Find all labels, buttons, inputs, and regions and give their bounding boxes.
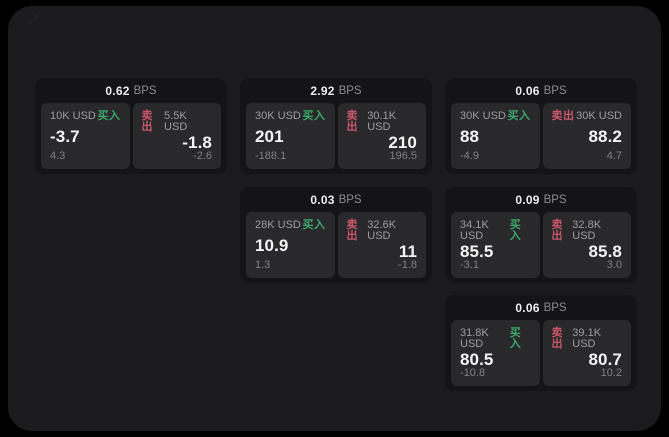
card-body: 31.8K USD 买入 80.5 -10.8 卖出 39.1K USD 80.… [445, 320, 637, 386]
sell-price: 88.2 [588, 127, 622, 146]
sell-size: 39.1K USD [572, 327, 602, 350]
quote-card: 0.62 BPS 10K USD 买入 -3.7 4.3 卖出 5.5K USD… [35, 78, 227, 174]
sell-side-label: 卖出 [346, 110, 358, 133]
sell-pane[interactable]: 卖出 39.1K USD 80.7 10.2 [542, 320, 631, 386]
buy-price: -3.7 [50, 127, 80, 146]
buy-side-label: 买入 [507, 110, 531, 122]
sell-pane[interactable]: 卖出 32.8K USD 85.8 3.0 [542, 212, 631, 278]
buy-pane[interactable]: 34.1K USD 买入 85.5 -3.1 [451, 212, 540, 278]
sell-change: -2.6 [193, 150, 212, 162]
buy-price: 88 [460, 127, 480, 146]
sell-side-label: 卖出 [551, 110, 575, 122]
buy-price: 85.5 [460, 241, 494, 261]
card-header: 0.06 BPS [445, 295, 637, 320]
sell-size: 30K USD [576, 110, 622, 122]
buy-size: 30K USD [460, 110, 506, 122]
buy-price: 80.5 [460, 349, 494, 369]
sell-size: 32.6K USD [367, 219, 397, 242]
bps-unit-label: BPS [338, 193, 362, 206]
expand-icon[interactable]: ⤢ [28, 12, 39, 27]
buy-side-label: 买入 [302, 219, 326, 231]
card-body: 30K USD 买入 88 -4.9 卖出 30K USD 88.2 4.7 [445, 103, 637, 169]
app-panel: ⤢ 0.62 BPS 10K USD 买入 -3.7 4.3 卖出 5.5K U… [8, 6, 661, 431]
sell-side-label: 卖出 [141, 110, 153, 133]
card-header: 0.62 BPS [35, 78, 227, 103]
quote-card: 0.06 BPS 30K USD 买入 88 -4.9 卖出 30K USD 8… [445, 78, 637, 174]
buy-pane[interactable]: 28K USD 买入 10.9 1.3 [246, 212, 335, 278]
sell-size: 5.5K USD [164, 110, 188, 133]
buy-pane[interactable]: 30K USD 买入 88 -4.9 [451, 103, 540, 169]
buy-side-label: 买入 [509, 219, 522, 242]
sell-pane[interactable]: 卖出 30K USD 88.2 4.7 [542, 103, 631, 169]
bps-unit-label: BPS [338, 84, 362, 97]
sell-pane[interactable]: 卖出 32.6K USD 11 -1.8 [337, 212, 426, 278]
buy-price: 201 [255, 127, 284, 146]
quote-card: 2.92 BPS 30K USD 买入 201 -188.1 卖出 30.1K … [240, 78, 432, 174]
sell-change: -1.8 [398, 259, 417, 271]
buy-price: 10.9 [255, 236, 289, 255]
quote-card: 0.03 BPS 28K USD 买入 10.9 1.3 卖出 32.6K US… [240, 187, 432, 283]
quote-card: 0.09 BPS 34.1K USD 买入 85.5 -3.1 卖出 32.8K… [445, 187, 637, 283]
bps-unit-label: BPS [543, 193, 567, 206]
sell-price: 85.8 [588, 241, 622, 261]
sell-price: 80.7 [588, 349, 622, 369]
sell-size: 30.1K USD [367, 110, 397, 133]
buy-size: 28K USD [255, 219, 301, 231]
buy-change: -10.8 [460, 367, 486, 379]
card-header: 0.09 BPS [445, 187, 637, 212]
buy-change: -3.1 [460, 259, 479, 271]
card-body: 30K USD 买入 201 -188.1 卖出 30.1K USD 210 1… [240, 103, 432, 169]
card-body: 34.1K USD 买入 85.5 -3.1 卖出 32.8K USD 85.8… [445, 212, 637, 278]
bps-value: 0.06 [515, 83, 540, 98]
bps-unit-label: BPS [543, 84, 567, 97]
buy-side-label: 买入 [97, 110, 121, 122]
buy-pane[interactable]: 31.8K USD 买入 80.5 -10.8 [451, 320, 540, 386]
bps-value: 0.62 [105, 83, 130, 98]
sell-change: 196.5 [389, 150, 417, 162]
bps-value: 0.06 [515, 300, 540, 315]
sell-side-label: 卖出 [346, 219, 358, 242]
buy-pane[interactable]: 10K USD 买入 -3.7 4.3 [41, 103, 130, 169]
sell-change: 10.2 [600, 367, 622, 379]
bps-value: 2.92 [310, 83, 335, 98]
sell-price: 11 [398, 241, 417, 261]
buy-pane[interactable]: 30K USD 买入 201 -188.1 [246, 103, 335, 169]
buy-side-label: 买入 [302, 110, 326, 122]
buy-size: 34.1K USD [460, 219, 489, 242]
card-body: 28K USD 买入 10.9 1.3 卖出 32.6K USD 11 -1.8 [240, 212, 432, 278]
sell-change: 3.0 [606, 259, 622, 271]
buy-side-label: 买入 [509, 327, 522, 350]
buy-size: 31.8K USD [460, 327, 489, 350]
card-header: 0.06 BPS [445, 78, 637, 103]
sell-pane[interactable]: 卖出 30.1K USD 210 196.5 [337, 103, 426, 169]
card-header: 2.92 BPS [240, 78, 432, 103]
buy-change: 4.3 [50, 150, 66, 162]
sell-price: -1.8 [182, 132, 212, 152]
buy-change: 1.3 [255, 259, 271, 271]
sell-size: 32.8K USD [572, 219, 602, 242]
bps-value: 0.09 [515, 192, 540, 207]
card-body: 10K USD 买入 -3.7 4.3 卖出 5.5K USD -1.8 -2.… [35, 103, 227, 169]
quote-card: 0.06 BPS 31.8K USD 买入 80.5 -10.8 卖出 39.1… [445, 295, 637, 391]
bps-unit-label: BPS [133, 84, 157, 97]
sell-pane[interactable]: 卖出 5.5K USD -1.8 -2.6 [132, 103, 221, 169]
sell-change: 4.7 [606, 150, 622, 162]
buy-change: -188.1 [255, 150, 287, 162]
buy-size: 30K USD [255, 110, 301, 122]
sell-side-label: 卖出 [551, 327, 563, 350]
sell-price: 210 [388, 132, 417, 152]
sell-side-label: 卖出 [551, 219, 563, 242]
bps-value: 0.03 [310, 192, 335, 207]
bps-unit-label: BPS [543, 301, 567, 314]
card-header: 0.03 BPS [240, 187, 432, 212]
buy-change: -4.9 [460, 150, 479, 162]
buy-size: 10K USD [50, 110, 96, 122]
